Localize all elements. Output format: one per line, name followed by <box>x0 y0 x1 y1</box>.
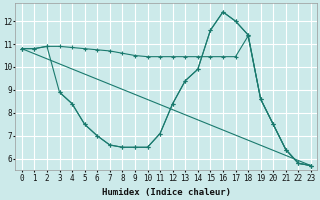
X-axis label: Humidex (Indice chaleur): Humidex (Indice chaleur) <box>102 188 231 197</box>
